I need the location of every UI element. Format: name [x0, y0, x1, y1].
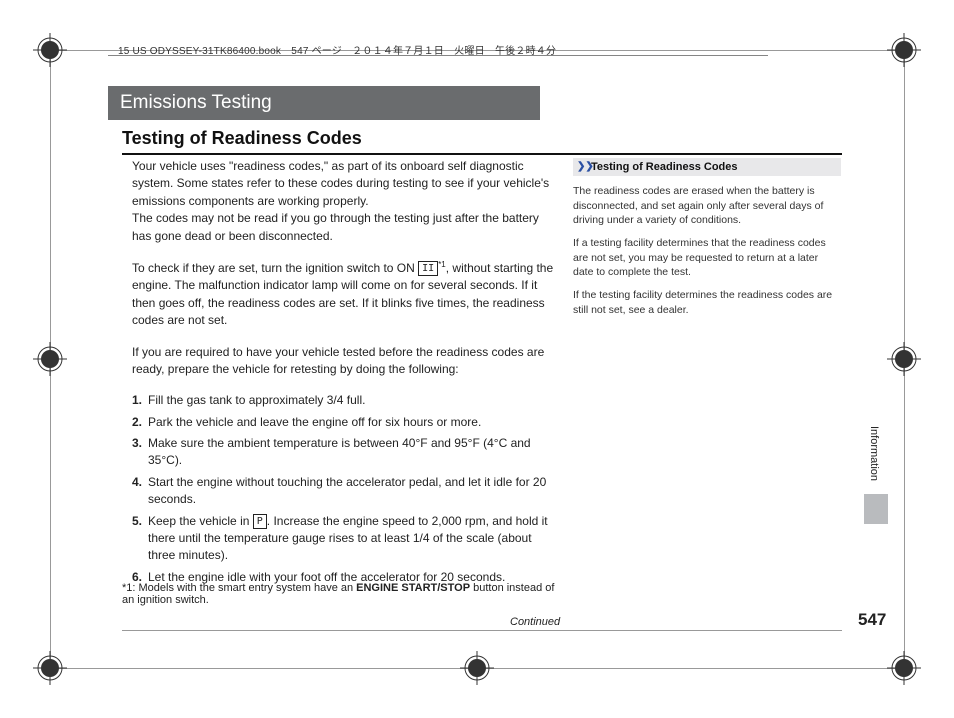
footnote-ref: *1 — [438, 260, 446, 269]
sidebar-paragraph: The readiness codes are erased when the … — [573, 184, 841, 228]
list-item: 3.Make sure the ambient temperature is b… — [132, 435, 556, 470]
footer-rule — [122, 630, 842, 631]
sidebar-heading: ❯❯Testing of Readiness Codes — [573, 158, 841, 176]
body-paragraph: If you are required to have your vehicle… — [132, 344, 556, 379]
header-file-text: 15 US ODYSSEY-31TK86400.book 547 ページ ２０１… — [118, 42, 556, 57]
heading-rule — [122, 153, 842, 155]
thumb-index-block — [864, 494, 888, 524]
page-heading: Testing of Readiness Codes — [122, 128, 842, 149]
sidebar-paragraph: If the testing facility determines the r… — [573, 288, 841, 317]
procedure-list: 1.Fill the gas tank to approximately 3/4… — [132, 392, 556, 586]
body-paragraph: To check if they are set, turn the ignit… — [132, 259, 556, 330]
sidebar-paragraph: If a testing facility determines that th… — [573, 236, 841, 280]
list-item: 5.Keep the vehicle in P. Increase the en… — [132, 513, 556, 565]
continued-label: Continued — [510, 616, 560, 628]
list-item: 1.Fill the gas tank to approximately 3/4… — [132, 392, 556, 409]
body-paragraph: Your vehicle uses "readiness codes," as … — [132, 158, 556, 210]
section-side-label: Information — [868, 426, 880, 481]
ignition-position-box: II — [418, 261, 438, 276]
crop-line — [904, 50, 905, 668]
body-paragraph: The codes may not be read if you go thro… — [132, 210, 556, 245]
section-tab: Emissions Testing — [108, 86, 540, 120]
gear-position-box: P — [253, 514, 267, 529]
sidebar-body: The readiness codes are erased when the … — [573, 184, 841, 318]
page-root: 15 US ODYSSEY-31TK86400.book 547 ページ ２０１… — [0, 0, 954, 718]
page-number: 547 — [858, 610, 886, 630]
list-item: 2.Park the vehicle and leave the engine … — [132, 414, 556, 431]
crop-line — [50, 50, 51, 668]
list-item: 4.Start the engine without touching the … — [132, 474, 556, 509]
footnote: *1: Models with the smart entry system h… — [122, 582, 556, 606]
chevron-icon: ❯❯ — [577, 161, 594, 172]
crop-line — [50, 668, 904, 669]
